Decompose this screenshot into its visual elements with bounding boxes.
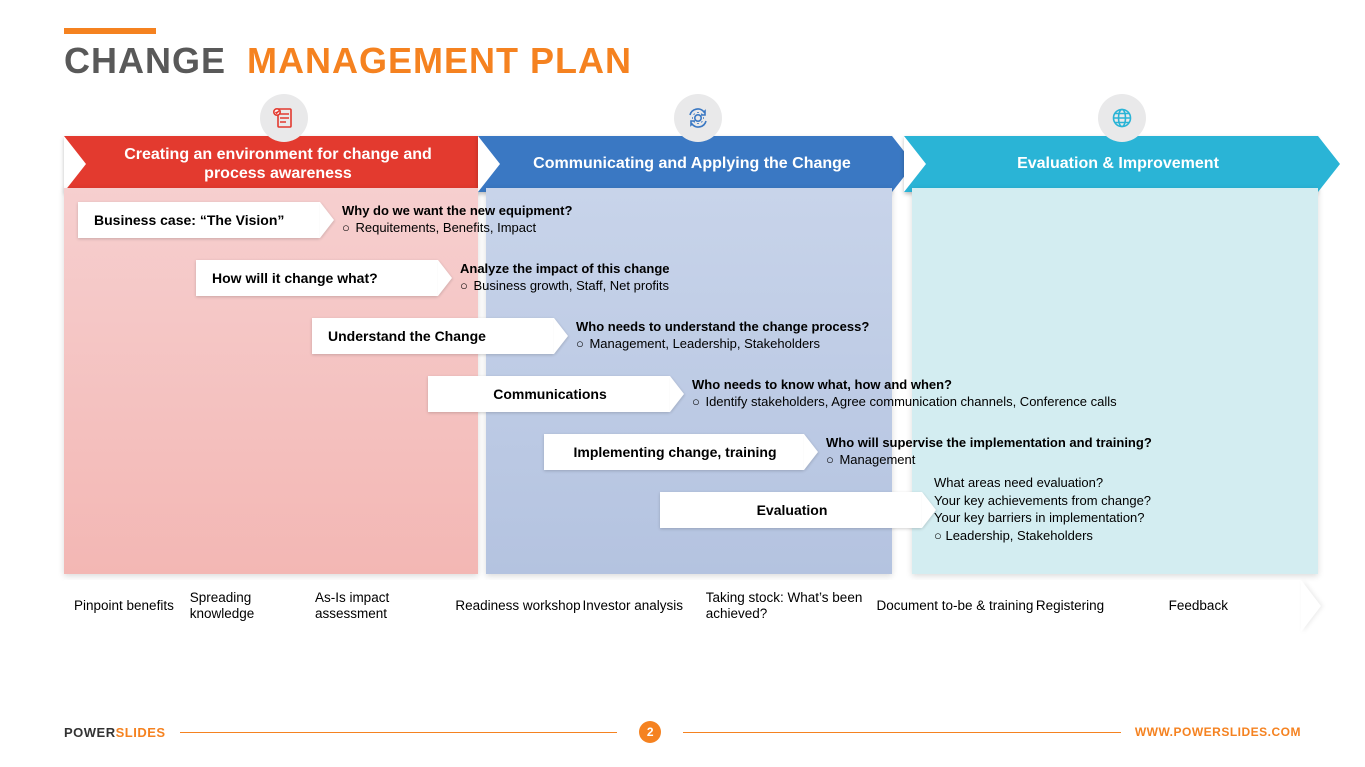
footer: POWERSLIDES 2 WWW.POWERSLIDES.COM: [0, 721, 1365, 743]
title-block: CHANGE MANAGEMENT PLAN: [64, 28, 1301, 82]
body-area: Business case: “The Vision” Why do we wan…: [64, 188, 1301, 618]
brand-word-2: SLIDES: [116, 725, 166, 740]
step-arrow-3: Understand the Change: [312, 318, 554, 354]
brand-word-1: POWER: [64, 725, 116, 740]
step-arrow-1: Business case: “The Vision”: [78, 202, 320, 238]
milestone-8: Registering: [1036, 598, 1169, 614]
eval-line: What areas need evaluation?: [934, 474, 1151, 492]
milestone-9: Feedback: [1169, 598, 1273, 614]
milestone-7: Document to-be & training: [877, 598, 1036, 614]
phase-icon-disc: [260, 94, 308, 142]
page-number: 2: [639, 721, 661, 743]
step-desc-5: Who will supervise the implementation an…: [826, 435, 1152, 469]
footer-rule-left: [180, 732, 618, 733]
milestone-1: Pinpoint benefits: [74, 598, 190, 614]
brand: POWERSLIDES: [64, 725, 166, 740]
step-arrow-2: How will it change what?: [196, 260, 438, 296]
milestone-6: Taking stock: What’s been achieved?: [706, 590, 877, 622]
step-bullet: Management: [826, 452, 1152, 469]
milestone-5: Investor analysis: [582, 598, 705, 614]
milestone-4: Readiness workshop: [455, 598, 582, 614]
cycle-gear-icon: [686, 106, 710, 130]
milestone-3: As-Is impact assessment: [315, 590, 455, 622]
step-question: Who needs to understand the change proce…: [576, 319, 869, 336]
step-bullet: Requitements, Benefits, Impact: [342, 220, 572, 237]
footer-rule-right: [683, 732, 1121, 733]
phase-column-1: [64, 188, 478, 574]
page-title: CHANGE MANAGEMENT PLAN: [64, 40, 1301, 82]
eval-line: Your key achievements from change?: [934, 492, 1151, 510]
phase-arrow-3: Evaluation & Improvement: [904, 136, 1318, 192]
globe-icon: [1110, 106, 1134, 130]
step-desc-2: Analyze the impact of this changeBusines…: [460, 261, 670, 295]
title-word-2: MANAGEMENT PLAN: [247, 40, 632, 82]
phase-arrow-2: Communicating and Applying the Change: [478, 136, 892, 192]
step-question: Why do we want the new equipment?: [342, 203, 572, 220]
step-arrow-4: Communications: [428, 376, 670, 412]
phase-arrow-row: Creating an environment for change and p…: [64, 96, 1301, 184]
phase-label: Evaluation & Improvement: [1017, 154, 1219, 173]
step-bullet: Management, Leadership, Stakeholders: [576, 336, 869, 353]
footer-url: WWW.POWERSLIDES.COM: [1135, 725, 1301, 739]
eval-line: Your key barriers in implementation?: [934, 509, 1151, 527]
phase-icon-disc: [1098, 94, 1146, 142]
step-desc-1: Why do we want the new equipment?Requite…: [342, 203, 572, 237]
phase-arrow-1: Creating an environment for change and p…: [64, 136, 478, 192]
step-desc-3: Who needs to understand the change proce…: [576, 319, 869, 353]
milestones-arrow: Pinpoint benefitsSpreading knowledgeAs-I…: [64, 580, 1301, 632]
step-question: Who will supervise the implementation an…: [826, 435, 1152, 452]
evaluation-questions: What areas need evaluation?Your key achi…: [934, 474, 1151, 544]
eval-bullet: ○ Leadership, Stakeholders: [934, 527, 1151, 545]
title-word-1: CHANGE: [64, 40, 226, 82]
phase-label: Communicating and Applying the Change: [533, 154, 851, 173]
slide: CHANGE MANAGEMENT PLAN Creating an envir…: [0, 0, 1365, 767]
step-arrow-6: Evaluation: [660, 492, 922, 528]
step-question: Who needs to know what, how and when?: [692, 377, 1117, 394]
step-desc-4: Who needs to know what, how and when?Ide…: [692, 377, 1117, 411]
accent-rule: [64, 28, 156, 34]
checklist-icon: [272, 106, 296, 130]
phase-label: Creating an environment for change and p…: [108, 145, 448, 183]
step-question: Analyze the impact of this change: [460, 261, 670, 278]
step-bullet: Business growth, Staff, Net profits: [460, 278, 670, 295]
step-arrow-5: Implementing change, training: [544, 434, 804, 470]
phase-icon-disc: [674, 94, 722, 142]
step-bullet: Identify stakeholders, Agree communicati…: [692, 394, 1117, 411]
milestone-2: Spreading knowledge: [190, 590, 315, 622]
